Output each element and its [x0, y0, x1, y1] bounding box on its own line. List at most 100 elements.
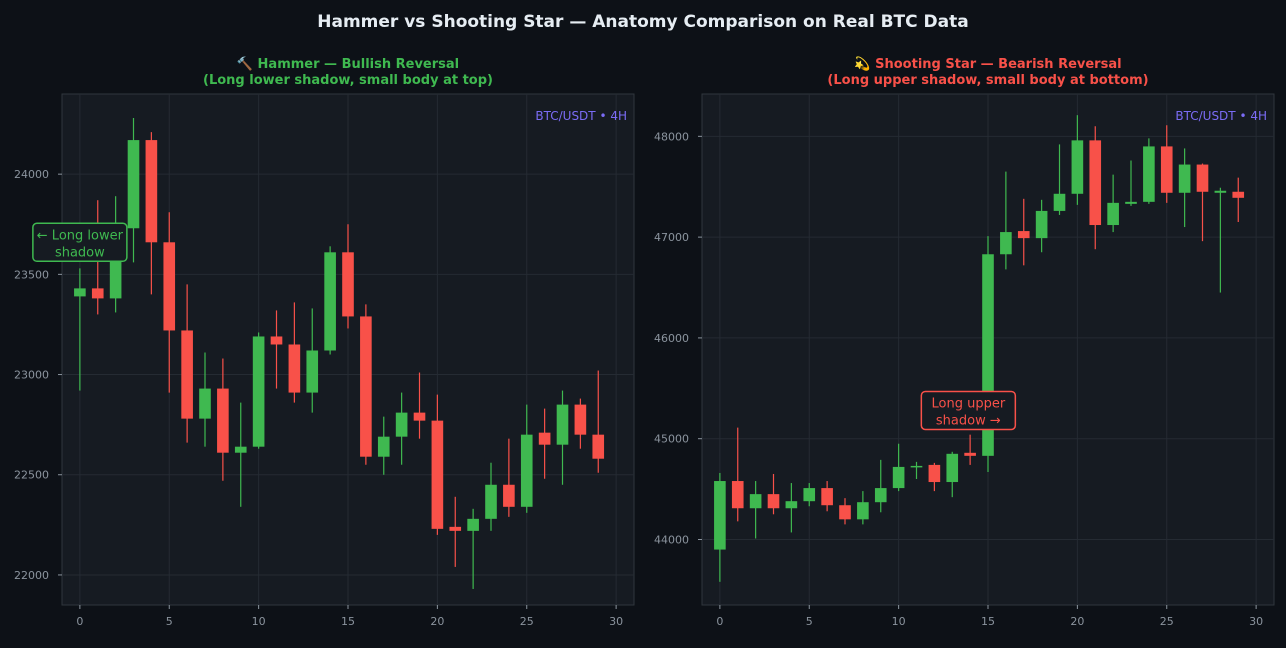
shooting-star-candle-body	[946, 453, 959, 483]
shooting-star-candle-body	[982, 254, 994, 456]
hammer-candle-body	[288, 344, 301, 393]
shooting-star-candle-body	[1178, 164, 1191, 193]
hammer-candle-body	[199, 388, 211, 419]
shooting-star-y-tick-label: 47000	[654, 231, 689, 244]
shooting-star-candle-body	[1053, 193, 1066, 211]
shooting-star-title-line2: (Long upper shadow, small body at bottom…	[827, 73, 1148, 88]
shooting-star-title-line1: 💫 Shooting Star — Bearish Reversal	[854, 56, 1121, 72]
shooting-star-candle-body	[821, 488, 833, 506]
shooting-star-annotation-line1: Long upper	[931, 396, 1005, 411]
shooting-star-candle-body	[1196, 164, 1209, 192]
shooting-star-y-tick-label: 44000	[654, 533, 689, 546]
hammer-candle-body	[449, 526, 462, 531]
hammer-chart: 🔨 Hammer — Bullish Reversal(Long lower s…	[14, 56, 635, 628]
hammer-candle-body	[324, 252, 336, 351]
hammer-y-tick-label: 23500	[14, 268, 49, 281]
hammer-x-tick-label: 10	[252, 615, 266, 628]
hammer-candle-body	[145, 140, 158, 243]
shooting-star-candle-body	[785, 501, 798, 509]
shooting-star-candle-body	[1035, 210, 1048, 239]
shooting-star-candle-body	[928, 464, 941, 483]
shooting-star-candle-body	[714, 481, 726, 550]
hammer-candle-body	[91, 288, 104, 299]
shooting-star-candle-body	[1000, 232, 1012, 255]
shooting-star-candle-body	[964, 452, 976, 456]
shooting-star-x-tick-label: 15	[981, 615, 995, 628]
shooting-star-candle-body	[857, 502, 869, 520]
hammer-candle-body	[181, 330, 193, 419]
shooting-star-candle-body	[1143, 146, 1155, 202]
hammer-candle-body	[520, 434, 533, 507]
hammer-x-tick-label: 20	[430, 615, 444, 628]
hammer-x-tick-label: 0	[76, 615, 83, 628]
hammer-candle-body	[127, 140, 140, 229]
shooting-star-annotation-line2: shadow →	[936, 413, 1001, 428]
shooting-star-x-tick-label: 20	[1070, 615, 1084, 628]
hammer-candle-body	[306, 350, 319, 393]
hammer-x-tick-label: 25	[520, 615, 534, 628]
shooting-star-y-tick-label: 45000	[654, 433, 689, 446]
shooting-star-candle-body	[1160, 146, 1173, 193]
hammer-candle-body	[270, 336, 283, 345]
hammer-candle-body	[467, 518, 479, 531]
hammer-candle-body	[503, 484, 515, 507]
shooting-star-candle-body	[874, 488, 887, 503]
hammer-candle-body	[556, 404, 569, 445]
shooting-star-annotation-box	[920, 390, 1017, 431]
shooting-star-chart: 💫 Shooting Star — Bearish Reversal(Long …	[654, 56, 1275, 628]
shooting-star-candle-body	[1214, 190, 1227, 193]
hammer-candle-body	[360, 316, 372, 457]
shooting-star-candle-body	[892, 466, 905, 489]
shooting-star-x-tick-label: 25	[1160, 615, 1174, 628]
hammer-candle-body	[574, 404, 587, 435]
hammer-candle-body	[538, 432, 551, 445]
hammer-candle-body	[109, 228, 122, 299]
hammer-candle-body	[252, 336, 265, 447]
hammer-x-tick-label: 15	[341, 615, 355, 628]
hammer-watermark: BTC/USDT • 4H	[535, 109, 627, 123]
shooting-star-y-tick-label: 46000	[654, 332, 689, 345]
hammer-y-tick-label: 24000	[14, 168, 49, 181]
shooting-star-candle-body	[749, 494, 762, 509]
shooting-star-candle-body	[1125, 201, 1137, 204]
shooting-star-candle-body	[767, 494, 780, 509]
hammer-candle-body	[377, 436, 390, 457]
hammer-candle-body	[74, 288, 86, 297]
shooting-star-candle-body	[1089, 140, 1102, 226]
shooting-star-x-tick-label: 30	[1249, 615, 1263, 628]
hammer-candle-body	[592, 434, 605, 459]
hammer-candle-body	[413, 412, 426, 421]
shooting-star-candle-body	[731, 481, 744, 509]
hammer-x-tick-label: 30	[609, 615, 623, 628]
hammer-candle-body	[485, 484, 497, 519]
shooting-star-candle-body	[1232, 191, 1245, 198]
hammer-candle-body	[163, 242, 176, 331]
hammer-annotation-line2: shadow	[55, 245, 105, 260]
hammer-title-line1: 🔨 Hammer — Bullish Reversal	[237, 56, 459, 72]
hammer-title-line2: (Long lower shadow, small body at top)	[203, 73, 493, 88]
shooting-star-candle-body	[803, 488, 816, 502]
hammer-y-tick-label: 22000	[14, 569, 49, 582]
hammer-candle-body	[342, 252, 354, 317]
shooting-star-x-tick-label: 0	[716, 615, 723, 628]
hammer-candle-body	[234, 446, 247, 453]
shooting-star-watermark: BTC/USDT • 4H	[1175, 109, 1267, 123]
hammer-candle-body	[431, 420, 444, 529]
figure-title: Hammer vs Shooting Star — Anatomy Compar…	[317, 12, 968, 32]
shooting-star-candle-body	[1017, 231, 1030, 239]
hammer-y-tick-label: 22500	[14, 469, 49, 482]
hammer-annotation-line1: ← Long lower	[37, 228, 124, 243]
hammer-candle-body	[217, 388, 229, 453]
shooting-star-candle-body	[910, 465, 923, 468]
shooting-star-y-tick-label: 48000	[654, 130, 689, 143]
shooting-star-candle-body	[1071, 140, 1084, 194]
shooting-star-x-tick-label: 10	[892, 615, 906, 628]
hammer-candle-body	[395, 412, 408, 437]
shooting-star-candle-body	[1107, 202, 1119, 226]
shooting-star-x-tick-label: 5	[806, 615, 813, 628]
hammer-y-tick-label: 23000	[14, 369, 49, 382]
hammer-x-tick-label: 5	[166, 615, 173, 628]
hammer-annotation-box	[32, 222, 128, 263]
